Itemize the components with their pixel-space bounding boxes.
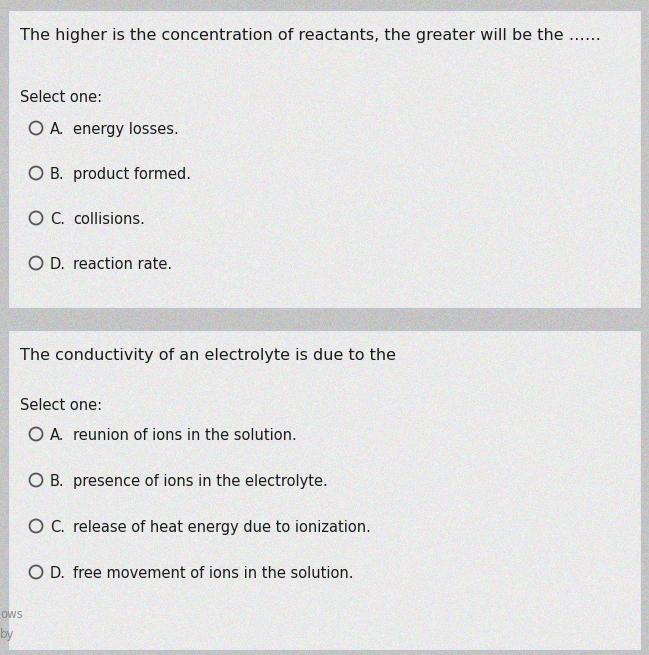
Text: ows: ows [0, 608, 23, 621]
Text: energy losses.: energy losses. [73, 122, 178, 137]
Text: C.: C. [50, 212, 65, 227]
Text: A.: A. [50, 122, 64, 137]
Text: reunion of ions in the solution.: reunion of ions in the solution. [73, 428, 297, 443]
Text: release of heat energy due to ionization.: release of heat energy due to ionization… [73, 520, 371, 535]
Text: product formed.: product formed. [73, 167, 191, 182]
Text: free movement of ions in the solution.: free movement of ions in the solution. [73, 566, 354, 581]
Text: presence of ions in the electrolyte.: presence of ions in the electrolyte. [73, 474, 328, 489]
Text: collisions.: collisions. [73, 212, 145, 227]
Text: C.: C. [50, 520, 65, 535]
Text: B.: B. [50, 167, 65, 182]
Text: The conductivity of an electrolyte is due to the: The conductivity of an electrolyte is du… [20, 348, 396, 363]
Text: Select one:: Select one: [20, 90, 102, 105]
Text: A.: A. [50, 428, 64, 443]
Text: D.: D. [50, 566, 66, 581]
Text: B.: B. [50, 474, 65, 489]
Text: reaction rate.: reaction rate. [73, 257, 172, 272]
Text: by: by [0, 628, 14, 641]
Text: Select one:: Select one: [20, 398, 102, 413]
Text: D.: D. [50, 257, 66, 272]
Text: The higher is the concentration of reactants, the greater will be the ……: The higher is the concentration of react… [20, 28, 601, 43]
